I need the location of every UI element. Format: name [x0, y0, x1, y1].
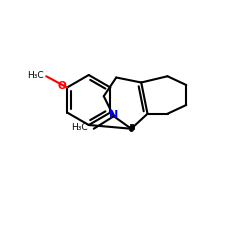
Text: O: O [57, 81, 66, 91]
Text: H₃C: H₃C [27, 70, 44, 80]
Text: N: N [108, 110, 118, 120]
Text: H₃C: H₃C [71, 123, 88, 132]
